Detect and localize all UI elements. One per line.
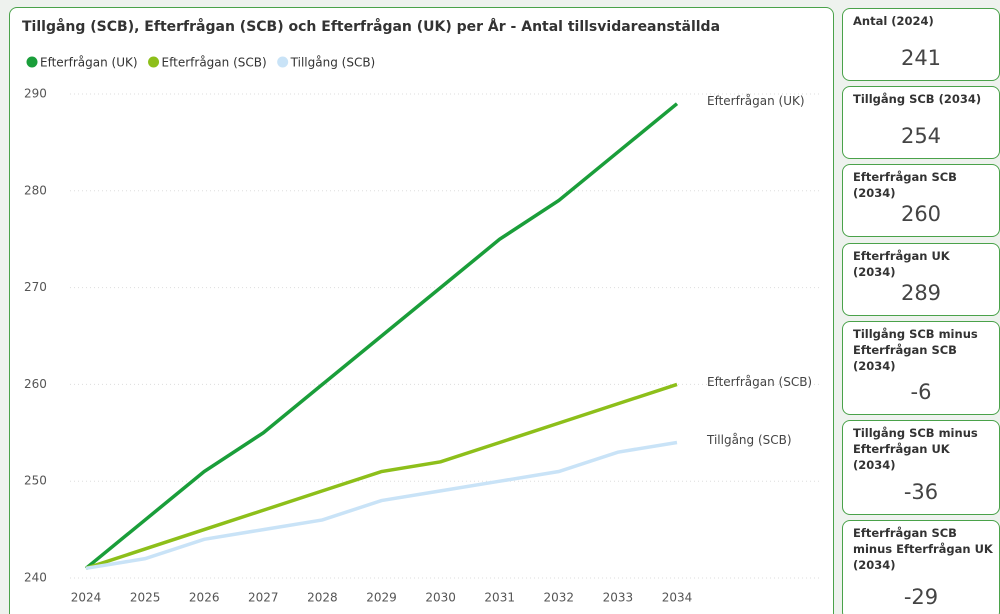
x-tick-label: 2024: [71, 591, 102, 605]
x-tick-label: 2034: [662, 591, 693, 605]
line: [85, 382, 678, 570]
card-value: 241: [900, 46, 942, 70]
legend-label: Efterfrågan (UK): [40, 56, 138, 70]
kpi-card: Efterfrågan SCB (2034) 260: [842, 164, 1000, 237]
x-tick-label: 2026: [189, 591, 220, 605]
legend-label: Efterfrågan (SCB): [162, 56, 267, 70]
legend-marker: [26, 56, 38, 68]
kpi-card: Efterfrågan SCB minus Efterfrågan UK (20…: [842, 520, 1000, 614]
x-tick-label: 2027: [248, 591, 279, 605]
end-label: Efterfrågan (SCB): [707, 375, 812, 389]
card-value: 260: [900, 202, 942, 226]
kpi-card: Efterfrågan UK (2034) 289: [842, 243, 1000, 316]
x-tick-label: 2028: [307, 591, 338, 605]
chart-title: Tillgång (SCB), Efterfrågan (SCB) och Ef…: [22, 18, 720, 35]
y-tick-label: 290: [24, 87, 47, 101]
end-label: Tillgång (SCB): [706, 433, 792, 447]
card-value: -6: [910, 380, 932, 404]
x-tick-label: 2029: [366, 591, 397, 605]
y-tick-label: 250: [24, 474, 47, 488]
kpi-card: Tillgång SCB (2034) 254: [842, 86, 1000, 159]
card-title: Antal (2024): [853, 14, 934, 28]
legend-label: Tillgång (SCB): [290, 56, 376, 70]
x-tick-label: 2031: [484, 591, 515, 605]
line: [84, 102, 679, 570]
line: [85, 440, 678, 571]
y-tick-label: 270: [24, 280, 47, 294]
x-tick-label: 2032: [544, 591, 575, 605]
kpi-card: Tillgång SCB minus Efterfrågan SCB (2034…: [842, 321, 1000, 415]
card-title: Tillgång SCB minus Efterfrågan UK (2034): [853, 426, 978, 472]
x-tick-label: 2033: [603, 591, 634, 605]
y-tick-label: 280: [24, 183, 47, 197]
card-title: Efterfrågan SCB (2034): [853, 170, 957, 200]
x-tick-label: 2030: [425, 591, 456, 605]
kpi-card: Antal (2024) 241: [842, 8, 1000, 81]
kpi-card: Tillgång SCB minus Efterfrågan UK (2034)…: [842, 420, 1000, 515]
card-title: Tillgång SCB (2034): [853, 92, 982, 106]
chart: Tillgång (SCB), Efterfrågan (SCB) och Ef…: [22, 18, 820, 605]
card-value: 254: [900, 124, 942, 148]
y-tick-label: 260: [24, 377, 47, 391]
end-label: Efterfrågan (UK): [707, 94, 805, 108]
card-title: Tillgång SCB minus Efterfrågan SCB (2034…: [853, 327, 978, 373]
card-title: Efterfrågan UK (2034): [853, 249, 950, 279]
x-tick-label: 2025: [130, 591, 161, 605]
chart-panel: [9, 7, 834, 614]
y-tick-label: 240: [24, 571, 47, 585]
card-value: 289: [900, 281, 942, 305]
card-value: -36: [903, 480, 939, 504]
card-title: Efterfrågan SCB minus Efterfrågan UK (20…: [853, 526, 993, 572]
card-value: -29: [903, 585, 939, 609]
legend-marker: [148, 56, 160, 68]
legend-marker: [277, 56, 289, 68]
